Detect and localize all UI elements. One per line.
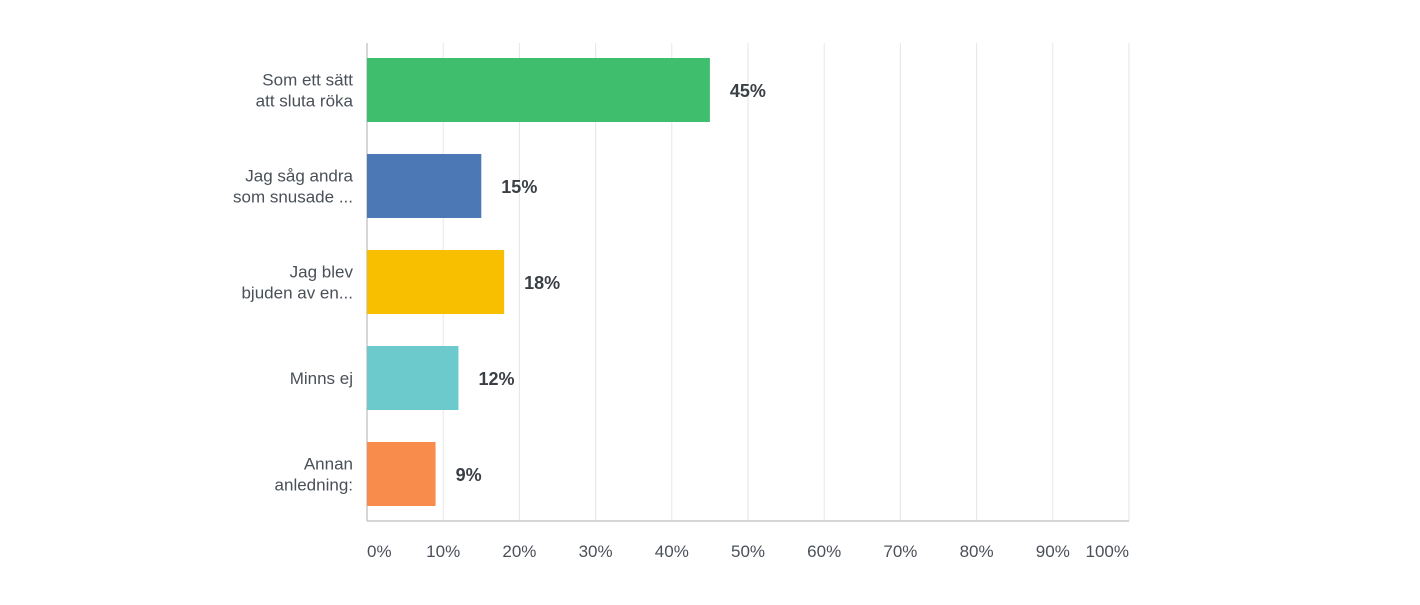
category-label: Som ett sätt att sluta röka	[256, 71, 354, 111]
data-label: 12%	[478, 369, 514, 389]
x-tick-label: 0%	[367, 542, 392, 561]
category-label-line: Annan	[304, 455, 353, 474]
category-label-line: som snusade ...	[233, 188, 353, 207]
x-tick-label: 70%	[883, 542, 917, 561]
x-tick-label: 40%	[655, 542, 689, 561]
category-label-line: anledning:	[275, 476, 353, 495]
x-tick-label: 90%	[1036, 542, 1070, 561]
category-label: Minns ej	[290, 369, 353, 388]
data-label: 15%	[501, 177, 537, 197]
x-tick-label: 20%	[502, 542, 536, 561]
bar	[367, 58, 710, 122]
category-label-line: bjuden av en...	[241, 284, 353, 303]
category-label: Jag såg andra som snusade ...	[233, 167, 354, 207]
category-label: Jag blev bjuden av en...	[241, 263, 353, 303]
x-tick-label: 80%	[960, 542, 994, 561]
category-label-line: Minns ej	[290, 369, 353, 388]
x-tick-label: 60%	[807, 542, 841, 561]
bar	[367, 250, 505, 314]
x-tick-label: 30%	[579, 542, 613, 561]
category-label: Annan anledning:	[275, 455, 353, 495]
x-tick-label: 50%	[731, 542, 765, 561]
category-label-line: Som ett sätt	[262, 71, 353, 90]
data-label: 45%	[730, 81, 766, 101]
category-label-line: att sluta röka	[256, 92, 354, 111]
x-tick-label: 100%	[1086, 542, 1129, 561]
data-label: 9%	[456, 465, 482, 485]
bar	[367, 442, 436, 506]
bar	[367, 154, 482, 218]
category-label-line: Jag blev	[290, 263, 354, 282]
category-label-line: Jag såg andra	[245, 167, 353, 186]
data-label: 18%	[524, 273, 560, 293]
bar	[367, 346, 459, 410]
x-tick-label: 10%	[426, 542, 460, 561]
